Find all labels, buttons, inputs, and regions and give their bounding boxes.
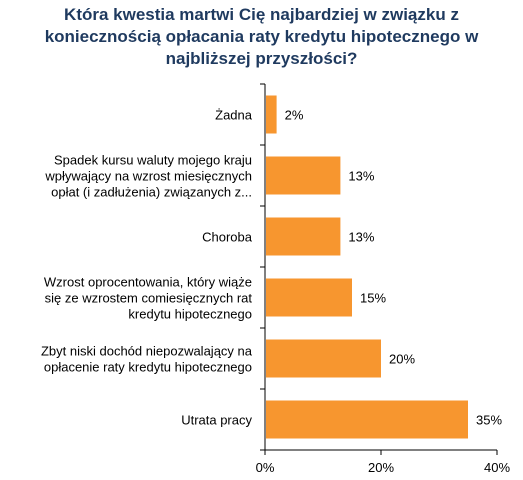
bar — [266, 95, 277, 134]
bar — [266, 278, 352, 317]
category-label: opłat (i zadłużenia) związanych z... — [51, 185, 252, 200]
data-label: 13% — [348, 230, 374, 245]
category-label: Wzrost oprocentowania, który wiąże — [44, 275, 252, 290]
category-label: Utrata pracy — [181, 413, 252, 428]
x-tick-label: 40% — [484, 460, 510, 475]
data-label: 13% — [348, 169, 374, 184]
bar — [266, 217, 341, 256]
chart-title-line-2: koniecznością opłacania raty kredytu hip… — [44, 27, 479, 46]
data-label: 15% — [360, 291, 386, 306]
bar — [266, 400, 468, 439]
chart-title-line-3: najbliższej przyszłości? — [165, 49, 358, 68]
x-tick-label: 0% — [256, 460, 275, 475]
category-label: Spadek kursu waluty mojego kraju — [54, 153, 252, 168]
category-label: Zbyt niski dochód niepozwalający na — [41, 344, 253, 359]
category-label: wpływający na wzrost miesięcznych — [44, 169, 252, 184]
chart-title: Która kwestia martwi Cię najbardziej w z… — [0, 4, 523, 70]
bar — [266, 339, 381, 378]
category-label: się ze wzrostem comiesięcznych rat — [45, 291, 253, 306]
bar — [266, 156, 341, 195]
category-label: Żadna — [215, 108, 253, 123]
data-label: 20% — [389, 352, 415, 367]
x-tick-label: 20% — [368, 460, 394, 475]
data-label: 2% — [285, 108, 304, 123]
data-label: 35% — [476, 413, 502, 428]
category-label: kredytu hipotecznego — [128, 307, 252, 322]
category-label: Choroba — [202, 230, 253, 245]
category-label: opłacenie raty kredytu hipotecznego — [44, 360, 252, 375]
chart-title-line-1: Która kwestia martwi Cię najbardziej w z… — [64, 5, 459, 24]
